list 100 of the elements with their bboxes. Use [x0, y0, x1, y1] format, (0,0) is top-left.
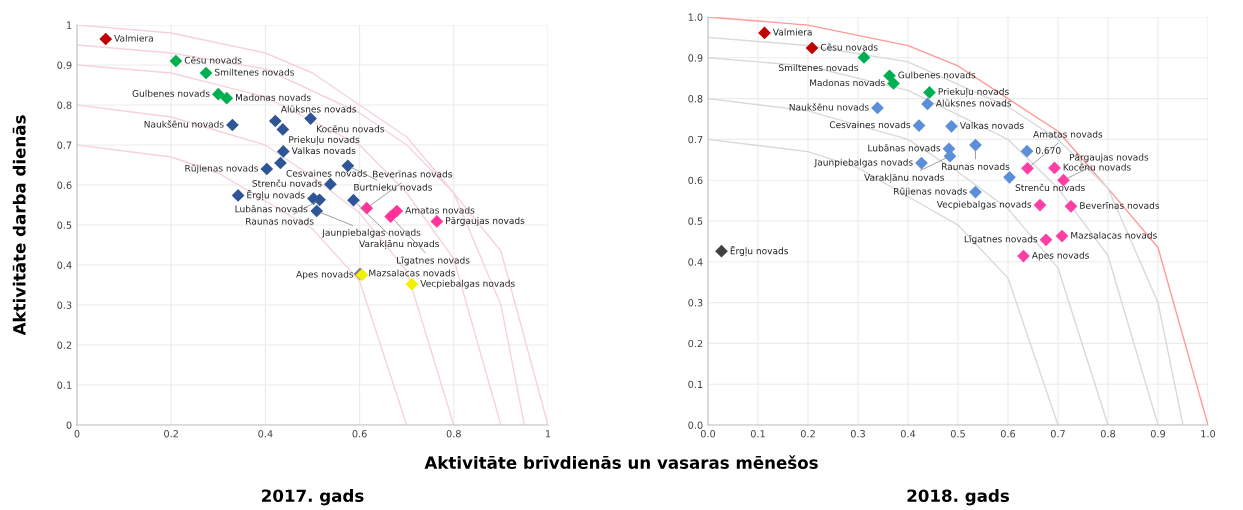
y-tick-label: 0.6	[57, 181, 72, 189]
y-tick-label: 0.7	[57, 141, 72, 149]
annotation: Valkas novads	[959, 121, 1024, 129]
point	[1033, 198, 1047, 212]
x-tick-label: 0.9	[1150, 430, 1166, 438]
text: 2018. gads	[907, 489, 1009, 506]
y-tick-label: 0.8	[688, 95, 703, 103]
y-tick-label: 0.4	[688, 258, 703, 266]
point	[220, 91, 234, 105]
point	[883, 69, 896, 83]
x-axis-title: Aktivitāte brīvdienās un vasaras mēnešos	[424, 455, 818, 469]
point	[923, 86, 936, 99]
x-tick-label: 0.5	[950, 430, 965, 438]
point	[1055, 229, 1069, 243]
annotation: Varakļānu novads	[359, 240, 439, 250]
annotation: Jaunpiebalgas novads	[814, 158, 913, 168]
point	[1064, 199, 1078, 213]
x-tick-label: 0.8	[1100, 430, 1116, 438]
point	[384, 210, 398, 223]
x-tick-label: 0.8	[446, 430, 461, 438]
annotation: Apes novads	[296, 270, 354, 280]
point	[324, 177, 337, 191]
x-tick-label: 0	[74, 430, 80, 438]
annotation: Jaunpiebalgas novads	[321, 228, 421, 238]
text: 2017. gads	[262, 489, 364, 506]
point	[1020, 144, 1034, 158]
annotation: Lubānas novads	[235, 205, 308, 213]
point	[99, 32, 113, 46]
x-tick-label: 1.0	[1201, 430, 1216, 438]
annotation: Kocēnu novads	[1063, 163, 1131, 171]
annotation: Naukšēnu novads	[144, 120, 224, 128]
annotation: Ērgļu novads	[247, 190, 305, 201]
y-tick-label: 0.2	[688, 339, 703, 348]
annotation: Cesvaines novads	[286, 169, 367, 177]
annotation: Alūksnes novads	[280, 105, 357, 113]
y-tick-label: 1	[67, 21, 72, 29]
annotation: Naukšēnu novads	[789, 103, 869, 111]
annotation: Alūksnes novads	[935, 99, 1012, 107]
point	[405, 277, 419, 291]
x-tick-label: 0.4	[258, 430, 273, 438]
annotation: Smiltenes novads	[779, 64, 858, 72]
point	[211, 87, 225, 101]
point	[268, 114, 282, 128]
x-tick-label: 0.2	[164, 430, 178, 438]
y-tick-label: 0.2	[57, 341, 72, 349]
annotation: Līgatnes novads	[397, 256, 470, 266]
annotation: Raunas novads	[246, 217, 314, 225]
annotation: Cesvaines novads	[829, 121, 911, 129]
point	[390, 204, 404, 218]
y-tick-label: 0.5	[57, 221, 72, 229]
annotation: Vecpiebalgas novads	[936, 200, 1032, 210]
point	[1003, 170, 1016, 184]
point	[231, 189, 245, 202]
point	[347, 193, 360, 207]
x-tick-label: 0.1	[750, 430, 765, 438]
annotation: Madonas novads	[236, 93, 311, 101]
y-tick-label: 0	[66, 421, 72, 429]
point	[310, 204, 324, 218]
y-tick-label: 1.0	[688, 13, 703, 21]
annotation: Rūjienas novads	[185, 164, 259, 174]
annotation: Beverīnas novads	[1080, 201, 1160, 209]
annotation: Pārgaujas novads	[446, 217, 525, 226]
y-tick-label: 0.0	[688, 421, 703, 429]
y-tick-label: 0.9	[57, 61, 72, 69]
annotation: Kocēnu novads	[317, 125, 385, 133]
x-tick-label: 0.0	[700, 430, 716, 438]
annotation: Burtnieku novads	[354, 183, 432, 191]
point	[430, 215, 444, 228]
y-tick-label: 0.9	[688, 54, 703, 62]
annotation: Mazsalacas novads	[369, 269, 455, 277]
annotation: Valkas novads	[291, 147, 356, 155]
annotation: Valmiera	[114, 34, 153, 42]
annotation: Lubānas novads	[868, 144, 941, 152]
x-tick-label: 0.4	[900, 430, 916, 438]
point	[945, 119, 958, 133]
y-tick-label: 0.4	[57, 261, 72, 269]
point	[276, 145, 290, 158]
annotation: Apes novads	[1031, 251, 1089, 261]
point	[1039, 233, 1053, 247]
annotation: Priekuļu novads	[938, 87, 1009, 97]
annotation: 0.670	[1035, 147, 1061, 154]
y-tick-label: 0.8	[57, 101, 72, 109]
y-tick-label: 0.7	[688, 135, 703, 144]
annotation: Rūjienas novads	[894, 187, 967, 197]
point	[260, 162, 274, 176]
annotation: Amatas novads	[405, 206, 475, 214]
annotation: Strenču novads	[1015, 183, 1085, 192]
x-tick-label: 0.2	[800, 430, 815, 438]
point	[1021, 162, 1034, 175]
annotation: Smiltenes novads	[214, 68, 294, 76]
y-tick-label: 0.3	[57, 301, 72, 309]
annotation: Valmiera	[772, 28, 812, 36]
annotation: Vecpiebalgas novads	[420, 279, 515, 289]
annotation: Amatas novads	[1033, 130, 1103, 138]
annotation: Cēsu novads	[184, 56, 242, 64]
point	[304, 112, 317, 125]
y-tick-label: 0.1	[688, 380, 703, 389]
x-tick-label: 0.6	[352, 430, 367, 438]
y-tick-label: 0.5	[688, 217, 703, 225]
y-tick-label: 0.6	[688, 176, 703, 185]
